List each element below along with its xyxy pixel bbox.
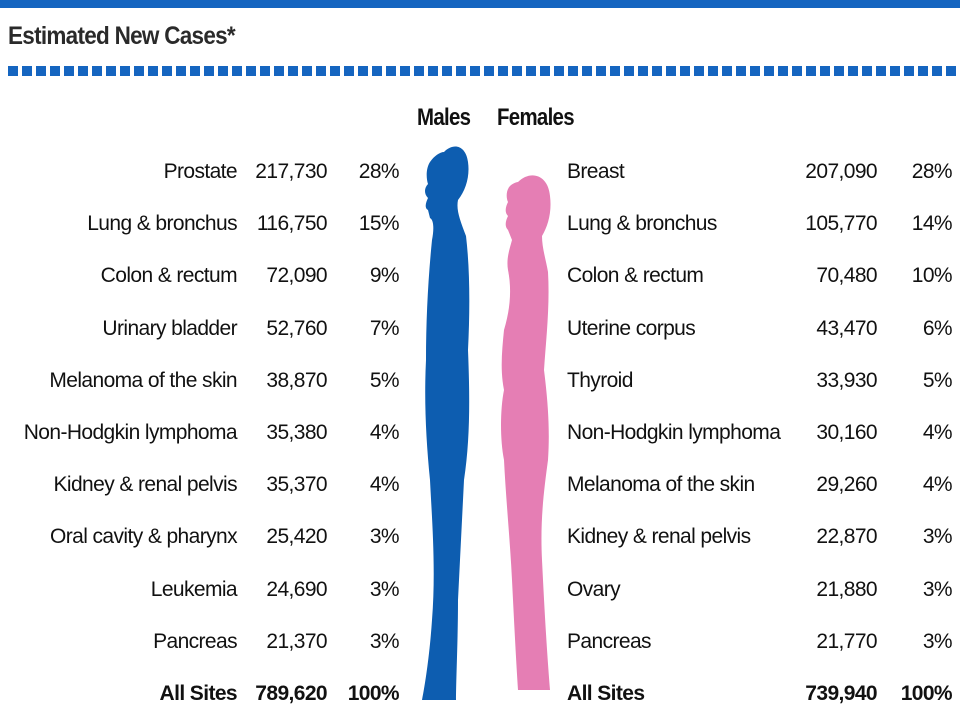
females-row-percent: 6% <box>922 316 953 340</box>
males-row-cases: 72,090 <box>266 264 327 288</box>
females-row-site: Melanoma of the skin <box>567 473 755 497</box>
females-row-cases: 207,090 <box>805 160 877 183</box>
males-row-cases: 217,730 <box>255 160 327 183</box>
females-row-cases: 70,480 <box>816 264 877 288</box>
males-row-cases: 21,370 <box>266 629 327 653</box>
males-row-site: Lung & bronchus <box>87 212 237 236</box>
males-row-percent: 4% <box>369 473 400 497</box>
top-rule <box>0 0 960 8</box>
males-row-percent: 7% <box>369 316 400 340</box>
females-column-header: Females <box>497 104 575 131</box>
males-row-cases: 38,870 <box>266 368 327 392</box>
males-row-site: Melanoma of the skin <box>49 368 237 392</box>
male-silhouette-icon <box>422 146 470 700</box>
males-row-percent: 4% <box>369 421 400 444</box>
females-row-site: Thyroid <box>567 368 633 392</box>
females-row-percent: 14% <box>911 212 953 236</box>
males-row-cases: 52,760 <box>266 316 327 340</box>
females-row-percent: 4% <box>922 421 953 444</box>
females-row-percent: 4% <box>922 473 953 497</box>
females-total-site: All Sites <box>567 682 645 705</box>
females-row-cases: 29,260 <box>816 473 877 497</box>
females-total-percent: 100% <box>900 682 953 705</box>
males-row-site: Pancreas <box>153 629 238 653</box>
males-row-percent: 15% <box>358 212 400 236</box>
males-row-cases: 24,690 <box>266 577 327 601</box>
males-row-site: Non-Hodgkin lymphoma <box>23 421 238 444</box>
page-title: Estimated New Cases* <box>8 22 236 50</box>
dashed-divider <box>8 66 960 76</box>
females-row-percent: 5% <box>922 368 953 392</box>
males-row-cases: 25,420 <box>266 525 327 549</box>
females-row-site: Colon & rectum <box>567 264 704 288</box>
females-row-cases: 22,870 <box>816 525 877 549</box>
males-row-cases: 35,370 <box>266 473 327 497</box>
males-row-site: Oral cavity & pharynx <box>50 525 238 549</box>
silhouette-figures <box>422 146 551 700</box>
females-row-cases: 21,770 <box>816 629 877 653</box>
males-row-site: Leukemia <box>150 577 238 601</box>
males-row-percent: 5% <box>369 368 400 392</box>
females-row-percent: 3% <box>922 525 953 549</box>
males-row-site: Kidney & renal pelvis <box>53 473 237 497</box>
males-row-percent: 3% <box>369 629 400 653</box>
females-row-cases: 33,930 <box>816 368 877 392</box>
females-row-percent: 28% <box>911 160 953 183</box>
males-row-site: Urinary bladder <box>102 316 237 340</box>
males-row-percent: 9% <box>369 264 400 288</box>
males-total-cases: 789,620 <box>255 682 327 705</box>
females-row-site: Kidney & renal pelvis <box>567 525 751 549</box>
males-row-percent: 28% <box>358 160 400 183</box>
females-row-percent: 10% <box>911 264 953 288</box>
females-row-percent: 3% <box>922 577 953 601</box>
females-row-site: Uterine corpus <box>567 316 696 340</box>
males-row-percent: 3% <box>369 577 400 601</box>
males-row-site: Prostate <box>163 160 238 183</box>
females-row-cases: 30,160 <box>816 421 877 444</box>
females-row-cases: 21,880 <box>816 577 877 601</box>
female-silhouette-icon <box>501 175 551 690</box>
males-total-percent: 100% <box>347 682 400 705</box>
males-total-site: All Sites <box>159 682 238 705</box>
females-row-site: Breast <box>567 160 625 183</box>
females-row-site: Ovary <box>567 577 621 601</box>
males-column-header: Males <box>417 104 471 131</box>
females-row-site: Pancreas <box>567 629 652 653</box>
females-row-site: Lung & bronchus <box>567 212 717 236</box>
females-row-percent: 3% <box>922 629 953 653</box>
males-row-site: Colon & rectum <box>100 264 238 288</box>
males-row-cases: 116,750 <box>256 212 328 236</box>
males-row-percent: 3% <box>369 525 400 549</box>
females-row-cases: 105,770 <box>805 212 877 236</box>
females-row-cases: 43,470 <box>816 316 877 340</box>
males-row-cases: 35,380 <box>266 421 327 444</box>
females-total-cases: 739,940 <box>805 682 877 705</box>
females-row-site: Non-Hodgkin lymphoma <box>567 421 781 444</box>
